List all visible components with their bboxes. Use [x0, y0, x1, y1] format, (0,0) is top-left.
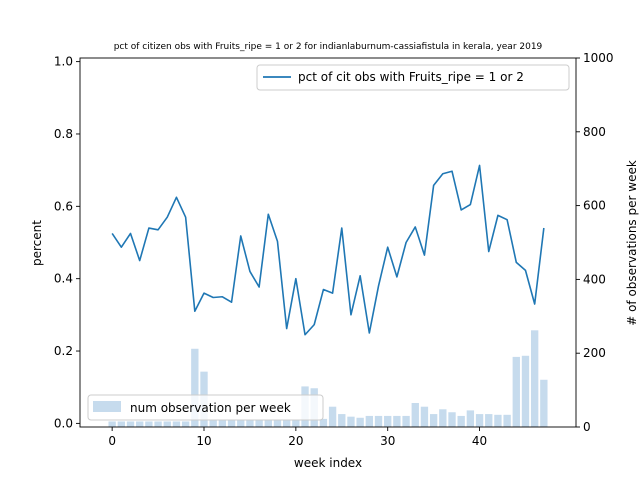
- y-tick-label-right: 400: [583, 272, 606, 286]
- bar: [282, 420, 291, 427]
- y-tick-label-right: 800: [583, 125, 606, 139]
- bar: [319, 418, 328, 427]
- bar: [328, 406, 337, 427]
- bar: [439, 409, 447, 427]
- bar: [108, 421, 116, 427]
- bar: [218, 420, 227, 427]
- bar: [429, 414, 438, 427]
- x-tick-label: 40: [472, 434, 487, 448]
- bar: [512, 356, 520, 427]
- x-tick-label: 30: [380, 434, 395, 448]
- bar: [117, 421, 126, 427]
- bar: [292, 420, 300, 427]
- bar: [457, 415, 465, 427]
- bar: [448, 412, 456, 427]
- y-tick-label-left: 0.6: [54, 199, 73, 213]
- bar: [365, 415, 374, 427]
- legend-bar-series: num observation per week: [87, 394, 324, 421]
- bar: [494, 414, 502, 427]
- legend-line-series: pct of cit obs with Fruits_ripe = 1 or 2: [256, 64, 570, 91]
- bar: [172, 421, 181, 427]
- bar: [255, 420, 263, 427]
- bar: [356, 417, 364, 427]
- bar: [540, 379, 548, 427]
- line-series: [111, 164, 545, 336]
- bar: [521, 355, 530, 427]
- y-tick-label-right: 1000: [583, 51, 614, 65]
- bar: [191, 348, 199, 427]
- legend-bar-label: num observation per week: [130, 401, 291, 415]
- bar: [237, 420, 245, 427]
- y-axis-label-left: percent: [30, 220, 44, 266]
- bar: [273, 420, 282, 427]
- bar: [227, 420, 236, 427]
- y-tick-label-right: 600: [583, 199, 606, 213]
- chart-title: pct of citizen obs with Fruits_ripe = 1 …: [114, 42, 543, 52]
- bars-layer: [108, 330, 548, 427]
- axes-layer: 0 10 20 30 40 0.0 0.2 0.4 0.6 0.8 1.0 0 200 400 600 800…: [54, 51, 614, 448]
- plot-frame: [79, 57, 577, 428]
- bar: [338, 414, 346, 427]
- y-tick-label-right: 0: [583, 420, 591, 434]
- bar: [209, 420, 217, 427]
- bar: [181, 421, 190, 427]
- line-layer: [111, 164, 545, 336]
- bar: [264, 420, 272, 427]
- x-tick-label: 0: [108, 434, 116, 448]
- bar: [503, 414, 511, 427]
- y-tick-label-left: 0.2: [54, 344, 73, 358]
- bar: [384, 415, 392, 427]
- bar: [246, 420, 254, 427]
- legend-bar-swatch: [93, 401, 121, 412]
- bar: [530, 330, 539, 427]
- y-axis-label-right: # of observations per week: [625, 160, 639, 326]
- legend-line-label: pct of cit obs with Fruits_ripe = 1 or 2: [298, 70, 524, 84]
- bar: [126, 421, 135, 427]
- bar: [136, 421, 144, 427]
- bar: [485, 414, 493, 427]
- y-tick-label-left: 1.0: [54, 55, 73, 69]
- y-tick-label-right: 200: [583, 346, 606, 360]
- bar: [393, 415, 401, 427]
- bar: [145, 421, 153, 427]
- bar: [163, 421, 171, 427]
- bar: [154, 421, 162, 427]
- y-tick-label-left: 0.0: [54, 416, 73, 430]
- bar: [347, 416, 355, 427]
- bar: [374, 415, 383, 427]
- bar: [420, 406, 429, 427]
- bar: [402, 415, 410, 427]
- x-axis-label: week index: [294, 456, 362, 470]
- x-tick-label: 20: [288, 434, 303, 448]
- y-tick-label-left: 0.8: [54, 127, 73, 141]
- bar: [411, 403, 419, 427]
- y-tick-label-left: 0.4: [54, 272, 73, 286]
- bar: [475, 414, 484, 427]
- x-tick-label: 10: [196, 434, 211, 448]
- bar: [466, 410, 475, 427]
